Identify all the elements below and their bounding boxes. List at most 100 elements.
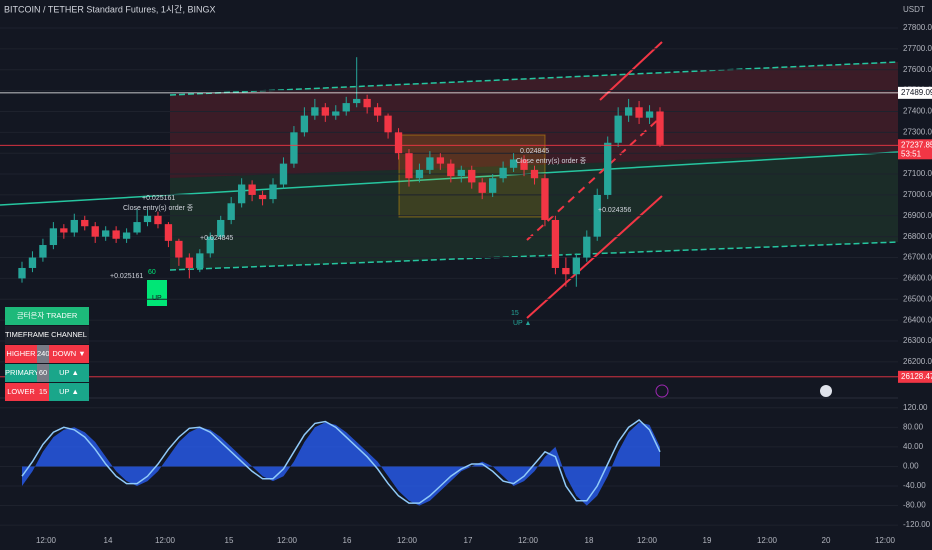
- candle-body: [133, 222, 141, 233]
- event-icon: [820, 385, 832, 397]
- price-label: 27237.85: [901, 140, 932, 149]
- candle-body: [509, 159, 518, 168]
- x-tick-label: 12:00: [875, 536, 896, 545]
- candle-body: [363, 98, 371, 108]
- candle-body: [290, 132, 298, 164]
- osc-area: [22, 422, 660, 506]
- candle-body: [353, 98, 361, 104]
- channel-upper: [169, 61, 899, 96]
- candle-body: [185, 257, 194, 268]
- candle-body: [248, 184, 256, 195]
- x-tick-label: 18: [585, 536, 594, 545]
- x-tick-label: 16: [343, 536, 352, 545]
- candle-body: [342, 103, 350, 112]
- table-header: CHANNEL: [51, 330, 87, 339]
- annotation: 15: [511, 310, 519, 317]
- candle-body: [624, 107, 633, 116]
- table-cell: DOWN ▼: [49, 345, 89, 363]
- candle-body: [520, 159, 528, 170]
- x-tick-label: 12:00: [36, 536, 57, 545]
- channel-mid: [0, 151, 899, 206]
- y-tick-label: 26500.00: [903, 294, 932, 303]
- candle-body: [300, 115, 309, 133]
- candle-body: [143, 215, 152, 223]
- table-cell: UP ▲: [49, 383, 89, 401]
- candle-body: [635, 107, 643, 118]
- osc-line: [21, 419, 661, 504]
- candle-body: [321, 107, 329, 116]
- price-label-box: [898, 370, 932, 383]
- x-tick-label: 19: [703, 536, 712, 545]
- y-tick-label: 0.00: [903, 462, 919, 471]
- annotation: +0.025161: [110, 273, 143, 280]
- candle-body: [18, 267, 26, 279]
- y-tick-label: 27700.00: [903, 44, 932, 53]
- y-tick-label: 27100.00: [903, 169, 932, 178]
- channel-lower-fill: [170, 152, 898, 270]
- candle-body: [332, 111, 340, 116]
- event-icon: [655, 384, 669, 398]
- annotation: +0.024356: [598, 207, 631, 214]
- candle-body: [583, 236, 591, 258]
- candle-body: [39, 245, 47, 258]
- table-title: 금터은자 TRADER: [16, 311, 78, 320]
- y-tick-label: 26800.00: [903, 232, 932, 241]
- trend-line: [526, 195, 663, 319]
- annotation: UP ▲: [513, 320, 531, 327]
- candle-body: [530, 169, 539, 179]
- price-label: 26128.47: [901, 372, 932, 381]
- annotation: UP: [152, 295, 162, 302]
- table-row: PRIMARY 60 UP ▲: [5, 364, 89, 382]
- candle-body: [258, 194, 267, 200]
- candle-body: [237, 184, 246, 204]
- candle-body: [311, 107, 319, 116]
- candle-body: [572, 257, 580, 275]
- candle-body: [384, 115, 392, 133]
- candle-body: [70, 219, 78, 233]
- candle-body: [436, 157, 445, 164]
- table-cell: 240: [37, 345, 49, 363]
- y-tick-label: 26900.00: [903, 211, 932, 220]
- annotation: +0.024845: [200, 235, 233, 242]
- table-cell: 15: [37, 383, 49, 401]
- table-cell: HIGHER: [5, 345, 37, 363]
- candle-body: [614, 115, 622, 143]
- candle-body: [206, 236, 214, 254]
- y-tick-label: 27400.00: [903, 107, 932, 116]
- signal-box: [147, 280, 167, 306]
- table-row: LOWER 15 UP ▲: [5, 383, 89, 401]
- y-tick-label: 26400.00: [903, 315, 932, 324]
- candle-body: [81, 219, 89, 227]
- candle-body: [415, 169, 424, 179]
- x-tick-label: 17: [464, 536, 473, 545]
- y-tick-label: 120.00: [903, 403, 928, 412]
- candle-body: [227, 203, 235, 220]
- candle-body: [593, 194, 601, 237]
- price-label: 27489.09: [901, 88, 932, 97]
- price-countdown: 53:51: [901, 149, 922, 158]
- candle-body: [112, 230, 120, 239]
- candle-body: [122, 232, 131, 239]
- x-tick-label: 12:00: [155, 536, 176, 545]
- candle-body: [196, 253, 204, 268]
- table-header: TIMEFRAME: [5, 330, 49, 339]
- candle-body: [426, 157, 434, 170]
- candle-body: [499, 167, 507, 179]
- candle-body: [478, 182, 486, 193]
- candle-body: [551, 219, 560, 268]
- candle-body: [217, 219, 225, 237]
- annotation: 0.024845: [520, 148, 549, 155]
- x-tick-label: 12:00: [637, 536, 658, 545]
- x-tick-label: 12:00: [518, 536, 539, 545]
- candle-body: [175, 240, 183, 258]
- candle-body: [447, 163, 455, 177]
- candle-body: [394, 132, 403, 154]
- y-tick-label: 27000.00: [903, 190, 932, 199]
- candle-body: [541, 178, 549, 220]
- table-cell: PRIMARY: [5, 364, 37, 382]
- candle-body: [457, 169, 465, 177]
- table-cell: UP ▲: [49, 364, 89, 382]
- annotation: +0.025161: [142, 195, 175, 202]
- candle-body: [60, 228, 68, 233]
- y-tick-label: 80.00: [903, 422, 924, 431]
